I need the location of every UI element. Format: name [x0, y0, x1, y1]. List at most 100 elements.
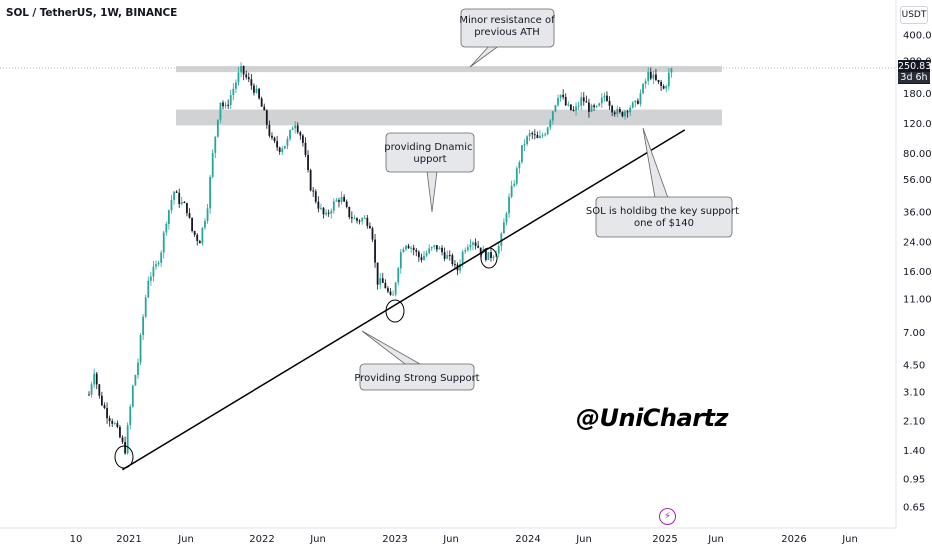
candle: [474, 238, 477, 250]
y-tick-label: 0.65: [903, 503, 925, 514]
candle: [402, 247, 405, 253]
candle: [178, 188, 181, 209]
candle: [229, 89, 232, 110]
y-tick-label: 2.10: [903, 416, 925, 427]
candle: [559, 94, 562, 102]
candle: [518, 160, 521, 174]
candle: [100, 391, 103, 407]
candle: [376, 262, 379, 290]
candle: [665, 84, 668, 93]
candle: [412, 244, 415, 256]
candle: [232, 83, 235, 101]
candle: [173, 190, 175, 205]
candle: [639, 89, 642, 107]
candle: [611, 104, 614, 117]
candle: [234, 79, 237, 93]
lightning-icon[interactable]: ⚡: [659, 508, 676, 525]
candle: [551, 110, 554, 125]
candle: [575, 102, 577, 116]
candle: [379, 273, 382, 290]
candle: [647, 67, 650, 85]
candle: [410, 245, 413, 254]
callout-text-key-support: SOL is holdibg the key support one of $1…: [586, 206, 742, 229]
candle: [670, 67, 673, 78]
zone-0: [176, 66, 722, 73]
candle: [438, 245, 441, 250]
currency-selector[interactable]: USDT: [900, 6, 928, 24]
x-tick-label: 2026: [781, 534, 806, 545]
x-tick-label: 2024: [515, 534, 540, 545]
candle: [618, 106, 621, 114]
candle: [417, 250, 420, 262]
candle: [368, 222, 371, 229]
callout-text-ath-line1: Minor resistance of previous ATH: [459, 15, 555, 38]
y-tick-label: 24.00: [903, 237, 932, 248]
candle: [345, 199, 348, 209]
candle: [201, 227, 204, 246]
candle: [616, 105, 619, 118]
candle: [180, 196, 183, 206]
candle: [116, 420, 119, 429]
candle: [667, 68, 670, 91]
candle: [443, 247, 446, 262]
candle: [98, 383, 101, 399]
candle: [167, 209, 170, 230]
candle: [564, 93, 567, 107]
candle: [361, 216, 364, 225]
bar-countdown: 3d 6h: [898, 72, 930, 83]
candle: [309, 168, 312, 192]
y-tick-label: 56.00: [903, 175, 932, 186]
candle: [536, 131, 539, 139]
candle: [157, 260, 160, 267]
x-tick-label: 10: [70, 534, 83, 545]
candle: [301, 134, 304, 147]
support-touch-circle-2020: [114, 445, 134, 469]
candle: [314, 189, 317, 204]
candle: [227, 99, 230, 109]
candle: [155, 260, 157, 270]
candle: [299, 130, 302, 140]
candle: [330, 208, 333, 219]
candle: [255, 84, 258, 94]
callout-box-dynamic: [385, 132, 475, 173]
candle: [567, 101, 570, 107]
candle: [433, 244, 436, 250]
candle: [384, 279, 387, 289]
candle: [263, 103, 266, 111]
candle: [216, 119, 219, 138]
candle: [134, 374, 137, 386]
candle: [415, 247, 418, 257]
candle: [606, 91, 608, 102]
candle: [562, 89, 565, 100]
candle: [502, 218, 505, 234]
candle: [325, 209, 327, 217]
candle: [196, 233, 199, 246]
candle: [129, 404, 132, 430]
candle: [152, 261, 155, 282]
candle: [242, 65, 245, 81]
candle: [590, 103, 593, 113]
candle: [631, 101, 634, 109]
candle: [636, 98, 639, 105]
candle: [113, 421, 116, 425]
candle: [652, 70, 655, 85]
candle: [350, 211, 353, 224]
candle: [106, 402, 108, 424]
candle: [446, 250, 449, 260]
candle: [356, 217, 358, 224]
candle: [608, 96, 611, 110]
y-tick-label: 180.00: [903, 89, 932, 100]
candle: [353, 215, 356, 220]
candle: [186, 202, 188, 217]
y-tick-label: 0.95: [903, 475, 925, 486]
x-tick-label: Jun: [841, 534, 858, 545]
candle: [332, 198, 335, 214]
candle: [389, 288, 392, 296]
candle: [283, 145, 286, 149]
candle: [160, 250, 163, 267]
candle: [492, 255, 495, 261]
ascending-trendline[interactable]: [122, 129, 686, 471]
candle: [539, 130, 541, 139]
candle: [320, 203, 322, 211]
